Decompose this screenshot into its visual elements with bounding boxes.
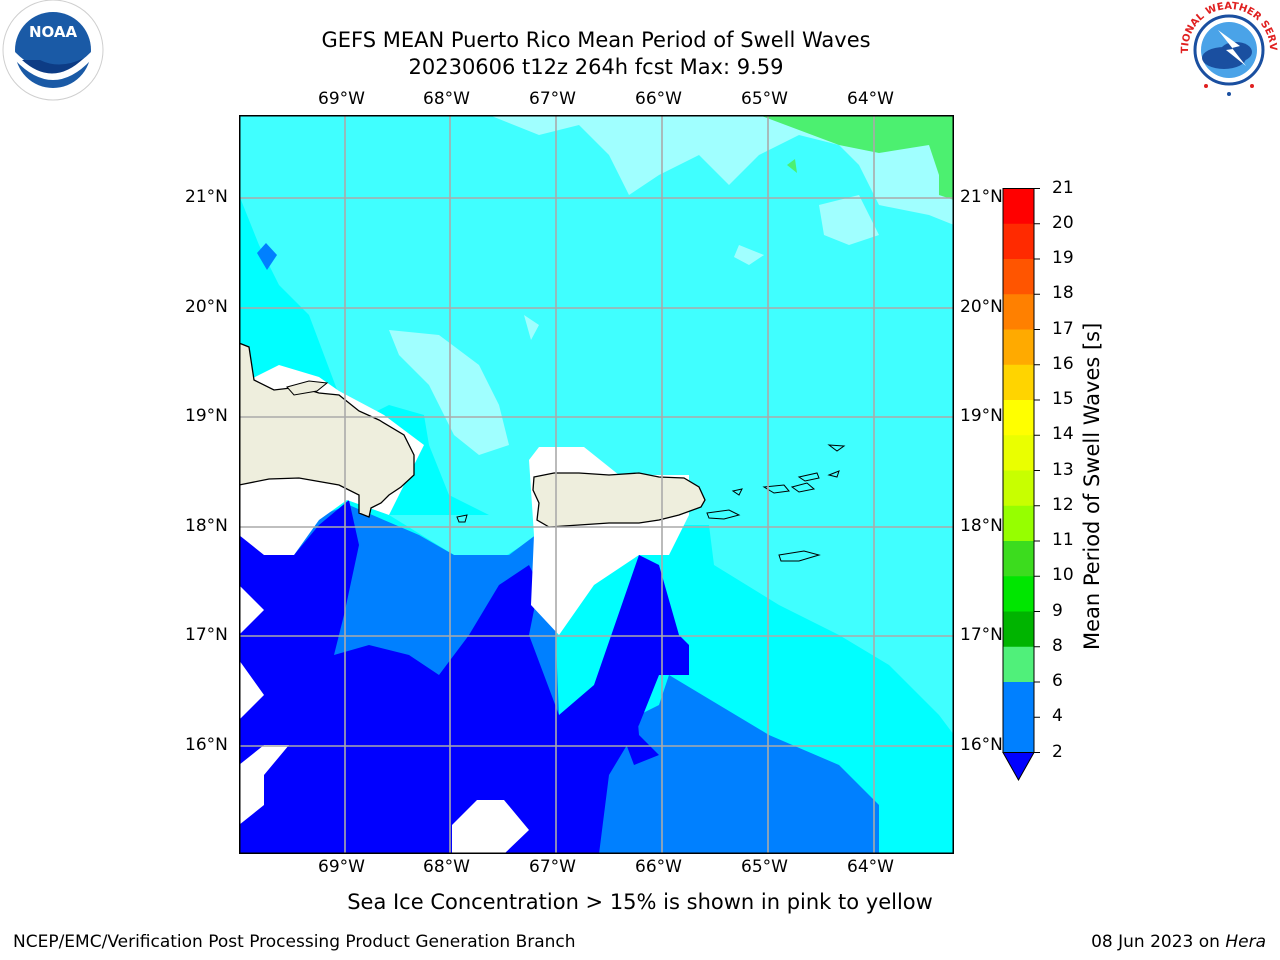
colorbar-tick-label: 6 bbox=[1052, 671, 1063, 691]
land-tortuga bbox=[286, 380, 329, 396]
colorbar-label-wrap: Mean Period of Swell Waves [s] bbox=[1080, 323, 1120, 670]
lon-label-top-67w: 67°W bbox=[529, 89, 576, 109]
lon-label-bottom-69w: 69°W bbox=[318, 857, 365, 877]
colorbar-segment bbox=[1003, 576, 1034, 612]
lon-label-bottom-64w: 64°W bbox=[847, 857, 894, 877]
lat-label-left-21n: 21°N bbox=[185, 187, 228, 207]
lat-label-left-20n: 20°N bbox=[185, 297, 228, 317]
colorbar-tick-label: 19 bbox=[1052, 248, 1074, 268]
colorbar-segment bbox=[1003, 435, 1034, 471]
colorbar-tick-label: 16 bbox=[1052, 353, 1074, 374]
colorbar-segment bbox=[1003, 329, 1034, 366]
colorbar-tick-label: 2 bbox=[1052, 741, 1063, 762]
colorbar-segment bbox=[1003, 717, 1034, 753]
colorbar-tick-label: 18 bbox=[1052, 283, 1074, 304]
map-gridlines bbox=[239, 115, 954, 854]
colorbar-tick-label: 8 bbox=[1052, 635, 1063, 656]
footer-date-text: 08 Jun 2023 on bbox=[1091, 932, 1220, 952]
map-plot bbox=[239, 115, 954, 854]
nws-logo: NATIONAL WEATHER SERVICE bbox=[1178, 0, 1278, 98]
swell-green-north bbox=[759, 115, 954, 200]
colorbar-segment bbox=[1003, 364, 1034, 401]
lon-label-top-69w: 69°W bbox=[318, 89, 365, 109]
footer-date: 08 Jun 2023 on Hera bbox=[1091, 932, 1266, 952]
lon-label-bottom-68w: 68°W bbox=[423, 857, 470, 877]
colorbar-segment bbox=[1003, 470, 1034, 507]
lat-label-right-21n: 21°N bbox=[960, 187, 1003, 207]
lon-label-top-65w: 65°W bbox=[741, 89, 788, 109]
colorbar-label: Mean Period of Swell Waves [s] bbox=[1080, 322, 1104, 650]
colorbar-tick-label: 9 bbox=[1052, 600, 1063, 621]
colorbar-tick-label: 10 bbox=[1052, 565, 1074, 586]
lon-label-bottom-66w: 66°W bbox=[635, 857, 682, 877]
lon-label-bottom-67w: 67°W bbox=[529, 857, 576, 877]
lon-label-top-68w: 68°W bbox=[423, 89, 470, 109]
lat-label-right-19n: 19°N bbox=[960, 406, 1003, 426]
colorbar-segment bbox=[1003, 682, 1034, 718]
lat-label-left-16n: 16°N bbox=[185, 735, 228, 755]
colorbar-segment bbox=[1003, 259, 1034, 295]
colorbar-segment bbox=[1003, 223, 1034, 260]
colorbar-tick-label: 15 bbox=[1052, 389, 1074, 409]
footer-credit: NCEP/EMC/Verification Post Processing Pr… bbox=[13, 932, 576, 952]
lon-label-top-66w: 66°W bbox=[635, 89, 682, 109]
lon-label-top-64w: 64°W bbox=[847, 89, 894, 109]
colorbar-segment bbox=[1003, 400, 1034, 436]
swell-band-deep bbox=[239, 500, 689, 854]
land-st-croix bbox=[778, 550, 821, 562]
lat-label-left-19n: 19°N bbox=[185, 406, 228, 426]
colorbar-extend-arrow bbox=[1002, 752, 1035, 782]
colorbar-segment bbox=[1003, 541, 1034, 577]
sea-ice-note: Sea Ice Concentration > 15% is shown in … bbox=[347, 890, 933, 914]
lat-label-right-20n: 20°N bbox=[960, 297, 1003, 317]
colorbar-segment bbox=[1003, 294, 1034, 330]
lat-label-left-18n: 18°N bbox=[185, 516, 228, 536]
colorbar-tick-label: 14 bbox=[1052, 424, 1074, 445]
colorbar-segment bbox=[1003, 611, 1034, 648]
title-line-2: 20230606 t12z 264h fcst Max: 9.59 bbox=[408, 55, 784, 79]
colorbar-tick-label: 21 bbox=[1052, 177, 1074, 198]
title-line-1: GEFS MEAN Puerto Rico Mean Period of Swe… bbox=[321, 28, 871, 52]
lat-label-right-17n: 17°N bbox=[960, 625, 1003, 645]
colorbar-tick-label: 20 bbox=[1052, 212, 1074, 233]
colorbar-tick-label: 12 bbox=[1052, 494, 1074, 515]
colorbar-segment bbox=[1003, 188, 1034, 225]
noaa-logo: NOAA bbox=[2, 0, 104, 101]
colorbar-segment bbox=[1003, 505, 1034, 542]
lat-label-right-16n: 16°N bbox=[960, 735, 1003, 755]
colorbar bbox=[1002, 188, 1040, 782]
noaa-logo-text: NOAA bbox=[29, 23, 78, 41]
colorbar-segment bbox=[1003, 646, 1034, 683]
lat-label-left-17n: 17°N bbox=[185, 625, 228, 645]
swell-light-central bbox=[389, 330, 509, 455]
colorbar-tick-label: 17 bbox=[1052, 318, 1074, 339]
land-vieques bbox=[706, 509, 741, 520]
colorbar-tick-label: 13 bbox=[1052, 459, 1074, 480]
lat-label-right-18n: 18°N bbox=[960, 516, 1003, 536]
colorbar-tick-label: 11 bbox=[1052, 530, 1074, 550]
footer-host: Hera bbox=[1225, 932, 1266, 952]
colorbar-tick-label: 4 bbox=[1052, 706, 1063, 727]
lon-label-bottom-65w: 65°W bbox=[741, 857, 788, 877]
